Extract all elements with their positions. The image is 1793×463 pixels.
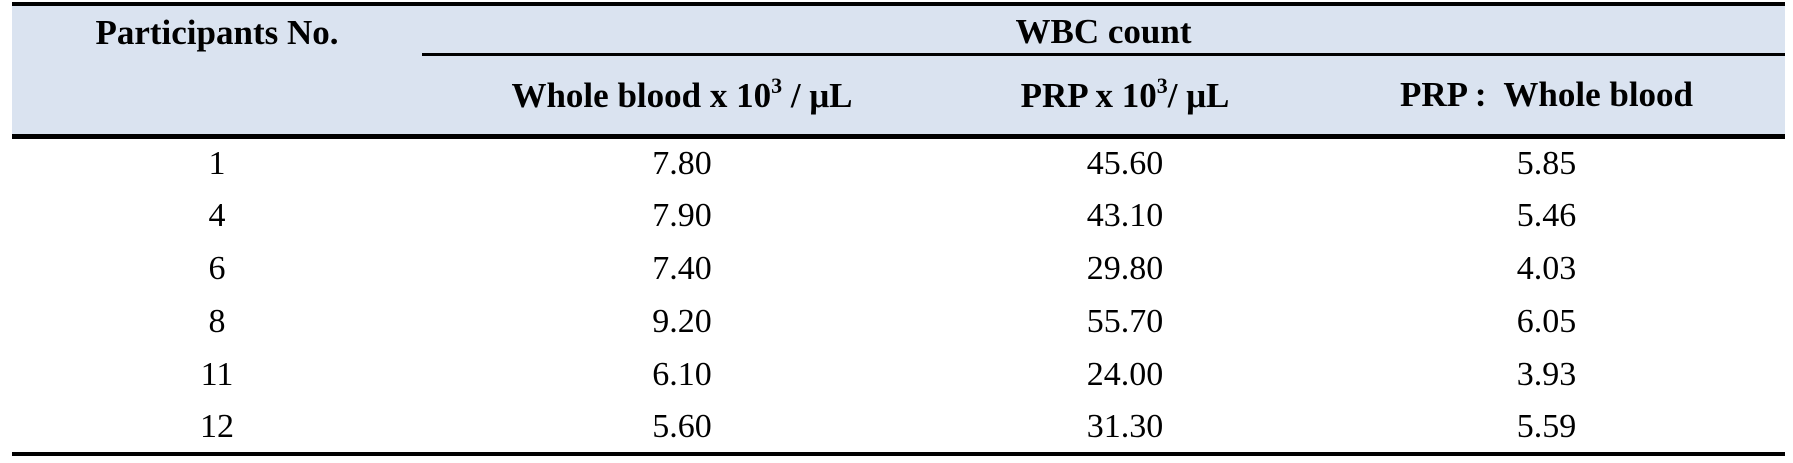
table-header: Participants No. WBC count Whole blood x… — [12, 4, 1786, 136]
table-row: 8 9.20 55.70 6.05 — [12, 295, 1786, 348]
cell-ratio: 5.46 — [1308, 189, 1786, 242]
header-row-group: Participants No. WBC count — [12, 4, 1786, 136]
cell-participant-no: 12 — [12, 401, 422, 454]
header-prp-unit: / μL — [1167, 76, 1230, 116]
cell-participant-no: 6 — [12, 242, 422, 295]
table-row: 6 7.40 29.80 4.03 — [12, 242, 1786, 295]
table-body: 1 7.80 45.60 5.85 4 7.90 43.10 5.46 6 7.… — [12, 133, 1786, 454]
header-whole-blood-base: Whole blood x 10 — [511, 76, 772, 116]
table-row: 11 6.10 24.00 3.93 — [12, 348, 1786, 401]
header-whole-blood: Whole blood x 103 / μL — [422, 54, 942, 136]
cell-whole-blood: 7.80 — [422, 133, 942, 189]
table-row: 4 7.90 43.10 5.46 — [12, 189, 1786, 242]
cell-ratio: 6.05 — [1308, 295, 1786, 348]
cell-prp: 45.60 — [942, 133, 1308, 189]
cell-prp: 24.00 — [942, 348, 1308, 401]
cell-whole-blood: 9.20 — [422, 295, 942, 348]
cell-prp: 55.70 — [942, 295, 1308, 348]
cell-ratio: 3.93 — [1308, 348, 1786, 401]
header-prp-base: PRP x 10 — [1020, 76, 1157, 116]
header-row-sub: Whole blood x 103 / μL PRP x 103/ μL PRP… — [12, 54, 1786, 136]
cell-ratio: 5.59 — [1308, 401, 1786, 454]
cell-prp: 29.80 — [942, 242, 1308, 295]
header-prp: PRP x 103/ μL — [942, 54, 1308, 136]
cell-participant-no: 8 — [12, 295, 422, 348]
cell-participant-no: 4 — [12, 189, 422, 242]
header-whole-blood-superscript: 3 — [771, 73, 783, 99]
header-prp-whole-blood-ratio: PRP : Whole blood — [1308, 54, 1786, 136]
cell-whole-blood: 5.60 — [422, 401, 942, 454]
table-row: 12 5.60 31.30 5.59 — [12, 401, 1786, 454]
cell-prp: 43.10 — [942, 189, 1308, 242]
cell-ratio: 4.03 — [1308, 242, 1786, 295]
cell-participant-no: 1 — [12, 133, 422, 189]
cell-prp: 31.30 — [942, 401, 1308, 454]
cell-whole-blood: 6.10 — [422, 348, 942, 401]
header-wbc-count: WBC count — [422, 4, 1786, 57]
cell-ratio: 5.85 — [1308, 133, 1786, 189]
cell-whole-blood: 7.90 — [422, 189, 942, 242]
header-prp-superscript: 3 — [1156, 73, 1168, 99]
table-row: 1 7.80 45.60 5.85 — [12, 133, 1786, 189]
wbc-count-table-wrapper: Participants No. WBC count Whole blood x… — [12, 2, 1786, 456]
cell-participant-no: 11 — [12, 348, 422, 401]
cell-whole-blood: 7.40 — [422, 242, 942, 295]
wbc-count-table: Participants No. WBC count Whole blood x… — [12, 2, 1786, 456]
header-participants-no: Participants No. — [12, 4, 422, 136]
header-whole-blood-unit: / μL — [782, 76, 853, 116]
